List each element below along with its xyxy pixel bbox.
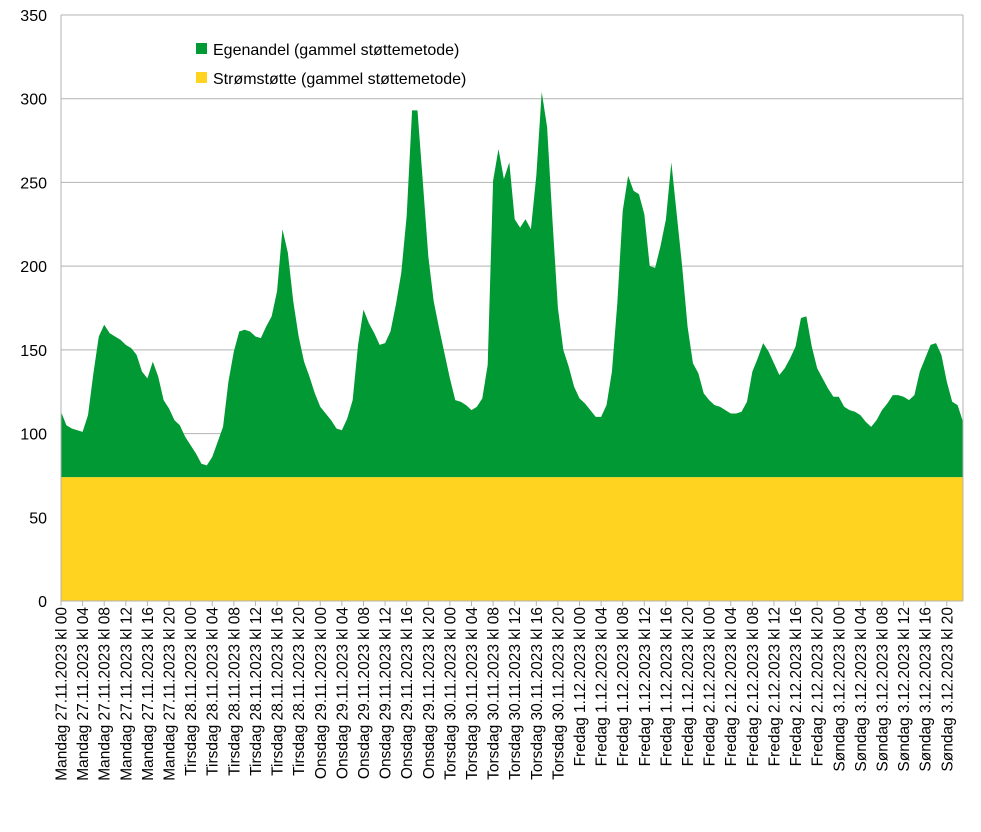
x-tick-label: Søndag 3.12.2023 kl 16: [918, 607, 935, 772]
x-tick-label: Tirsdag 28.11.2023 kl 04: [205, 607, 222, 776]
x-tick-label: Mandag 27.11.2023 kl 12: [118, 607, 135, 781]
x-tick-label: Torsdag 30.11.2023 kl 16: [529, 607, 546, 780]
x-tick-label: Torsdag 30.11.2023 kl 00: [442, 607, 459, 780]
x-tick-label: Fredag 2.12.2023 kl 12: [766, 607, 783, 766]
y-tick-label-50: 50: [29, 510, 47, 527]
y-tick-label-100: 100: [20, 427, 47, 444]
legend: Egenandel (gammel støttemetode) Strømstø…: [196, 42, 466, 88]
x-tick-label: Fredag 2.12.2023 kl 00: [702, 607, 719, 767]
x-tick-label: Onsdag 29.11.2023 kl 16: [399, 607, 416, 779]
x-tick-label: Søndag 3.12.2023 kl 08: [874, 607, 891, 772]
x-tick-label: Onsdag 29.11.2023 kl 12: [378, 607, 395, 779]
x-tick-label: Fredag 1.12.2023 kl 20: [680, 607, 697, 767]
x-tick-label: Fredag 1.12.2023 kl 08: [615, 607, 632, 766]
x-tick-label: Onsdag 29.11.2023 kl 20: [421, 607, 438, 779]
x-tick-label: Tirsdag 28.11.2023 kl 08: [226, 607, 243, 776]
x-tick-label: Søndag 3.12.2023 kl 04: [853, 607, 870, 772]
x-tick-label: Torsdag 30.11.2023 kl 20: [550, 607, 567, 780]
x-tick-label: Tirsdag 28.11.2023 kl 20: [291, 607, 308, 776]
y-tick-label-350: 350: [20, 8, 47, 25]
x-tick-label: Torsdag 30.11.2023 kl 08: [486, 607, 503, 780]
legend-swatch-stromstotte: [196, 72, 207, 83]
x-tick-label: Fredag 1.12.2023 kl 16: [658, 607, 675, 766]
x-tick-label: Mandag 27.11.2023 kl 04: [75, 607, 92, 781]
x-tick-label: Søndag 3.12.2023 kl 12: [896, 607, 913, 772]
legend-label-stromstotte: Strømstøtte (gammel støttemetode): [213, 71, 466, 88]
plot-areas: [61, 92, 963, 601]
y-tick-label-0: 0: [38, 594, 47, 611]
x-tick-label: Mandag 27.11.2023 kl 16: [140, 607, 157, 781]
x-tick-label: Fredag 1.12.2023 kl 12: [637, 607, 654, 766]
y-axis-tick-labels: 0 50 100 150 200 250 300 350: [20, 8, 47, 611]
legend-label-egenandel: Egenandel (gammel støttemetode): [213, 42, 459, 59]
x-tick-label: Mandag 27.11.2023 kl 20: [162, 607, 179, 781]
x-tick-label: Mandag 27.11.2023 kl 00: [54, 607, 71, 781]
x-tick-label: Onsdag 29.11.2023 kl 08: [356, 607, 373, 779]
y-tick-label-150: 150: [20, 343, 47, 360]
x-tick-label: Fredag 2.12.2023 kl 20: [810, 607, 827, 767]
x-tick-label: Søndag 3.12.2023 kl 00: [831, 607, 848, 772]
x-tick-label: Tirsdag 28.11.2023 kl 12: [248, 607, 265, 776]
x-tick-label: Fredag 1.12.2023 kl 04: [594, 607, 611, 767]
x-tick-label: Fredag 1.12.2023 kl 00: [572, 607, 589, 767]
x-tick-label: Mandag 27.11.2023 kl 08: [97, 607, 114, 781]
x-tick-label: Tirsdag 28.11.2023 kl 00: [183, 607, 200, 776]
x-tick-label: Fredag 2.12.2023 kl 16: [788, 607, 805, 766]
axes: [60, 15, 964, 606]
y-tick-label-200: 200: [20, 259, 47, 276]
legend-swatch-egenandel: [196, 43, 207, 54]
x-tick-label: Søndag 3.12.2023 kl 20: [939, 607, 956, 772]
area-series-egenandel: [61, 92, 963, 478]
x-tick-label: Fredag 2.12.2023 kl 08: [745, 607, 762, 766]
x-tick-label: Onsdag 29.11.2023 kl 04: [334, 607, 351, 779]
area-series-stromstotte: [61, 477, 963, 601]
y-tick-label-300: 300: [20, 92, 47, 109]
x-tick-label: Torsdag 30.11.2023 kl 04: [464, 607, 481, 780]
x-axis-tick-labels: Mandag 27.11.2023 kl 00 Mandag 27.11.2023…: [54, 607, 957, 781]
y-tick-label-250: 250: [20, 175, 47, 192]
x-tick-label: Fredag 2.12.2023 kl 04: [723, 607, 740, 767]
x-tick-label: Onsdag 29.11.2023 kl 00: [313, 607, 330, 779]
x-tick-label: Torsdag 30.11.2023 kl 12: [507, 607, 524, 780]
x-tick-label: Tirsdag 28.11.2023 kl 16: [270, 607, 287, 776]
